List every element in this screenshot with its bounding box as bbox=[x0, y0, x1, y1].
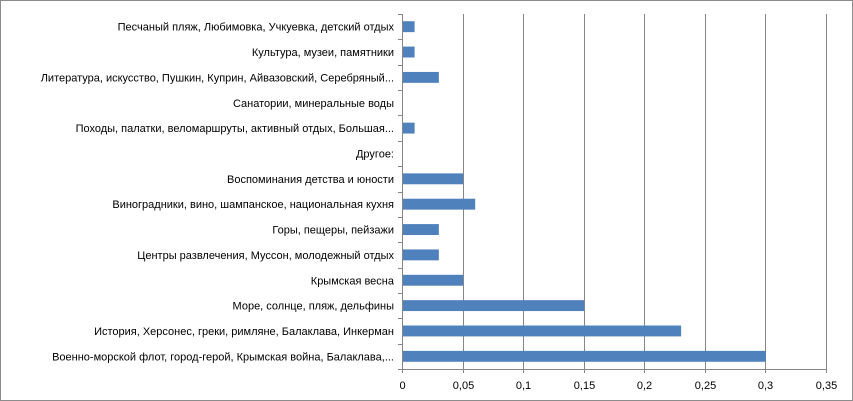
x-tick-label-7: 0,35 bbox=[816, 380, 837, 392]
category-label-13: Военно-морской флот, город-герой, Крымск… bbox=[52, 351, 394, 363]
x-tick-label-6: 0,3 bbox=[758, 380, 773, 392]
x-tick-label-1: 0,05 bbox=[453, 380, 474, 392]
bar-10 bbox=[402, 274, 464, 286]
bar-12 bbox=[402, 325, 682, 337]
category-label-1: Культура, музеи, памятники bbox=[252, 47, 394, 59]
category-label-12: История, Херсонес, греки, римляне, Балак… bbox=[94, 326, 394, 338]
category-label-3: Санатории, минеральные воды bbox=[233, 98, 394, 110]
gridlines bbox=[463, 14, 827, 369]
category-label-10: Крымская весна bbox=[311, 275, 395, 287]
axes bbox=[398, 14, 827, 373]
bar-8 bbox=[402, 224, 439, 235]
x-tick-label-3: 0,15 bbox=[574, 380, 595, 392]
category-label-5: Другое: bbox=[356, 148, 394, 160]
bar-9 bbox=[402, 249, 439, 261]
bar-1 bbox=[402, 46, 415, 58]
bar-4 bbox=[402, 122, 415, 134]
x-tick-labels: 0 0,05 0,1 0,15 0,2 0,25 0,3 0,35 bbox=[399, 380, 837, 392]
category-label-9: Центры развлечения, Муссон, молодежный о… bbox=[137, 250, 394, 262]
category-label-2: Литература, искусство, Пушкин, Куприн, А… bbox=[41, 72, 394, 84]
bar-0 bbox=[402, 21, 415, 33]
bar-7 bbox=[402, 198, 476, 210]
x-tick-label-0: 0 bbox=[399, 380, 405, 392]
category-label-7: Виноградники, вино, шампанское, национал… bbox=[112, 199, 394, 211]
bar-2 bbox=[402, 71, 439, 83]
category-label-4: Походы, палатки, веломаршруты, активный … bbox=[76, 123, 394, 135]
bar-13 bbox=[402, 350, 766, 362]
category-label-8: Горы, пещеры, пейзажи bbox=[272, 225, 394, 237]
x-tick-label-4: 0,2 bbox=[637, 380, 652, 392]
category-label-11: Море, солнце, пляж, дельфины bbox=[233, 301, 395, 313]
category-label-6: Воспоминания детства и юности bbox=[227, 174, 394, 186]
bar-11 bbox=[402, 300, 585, 312]
bar-6 bbox=[402, 173, 464, 185]
x-tick-label-5: 0,25 bbox=[695, 380, 716, 392]
category-labels: Песчаный пляж, Любимовка, Учкуевка, детс… bbox=[41, 22, 395, 364]
x-tick-label-2: 0,1 bbox=[516, 380, 531, 392]
category-label-0: Песчаный пляж, Любимовка, Учкуевка, детс… bbox=[118, 22, 395, 34]
bars bbox=[402, 21, 766, 362]
